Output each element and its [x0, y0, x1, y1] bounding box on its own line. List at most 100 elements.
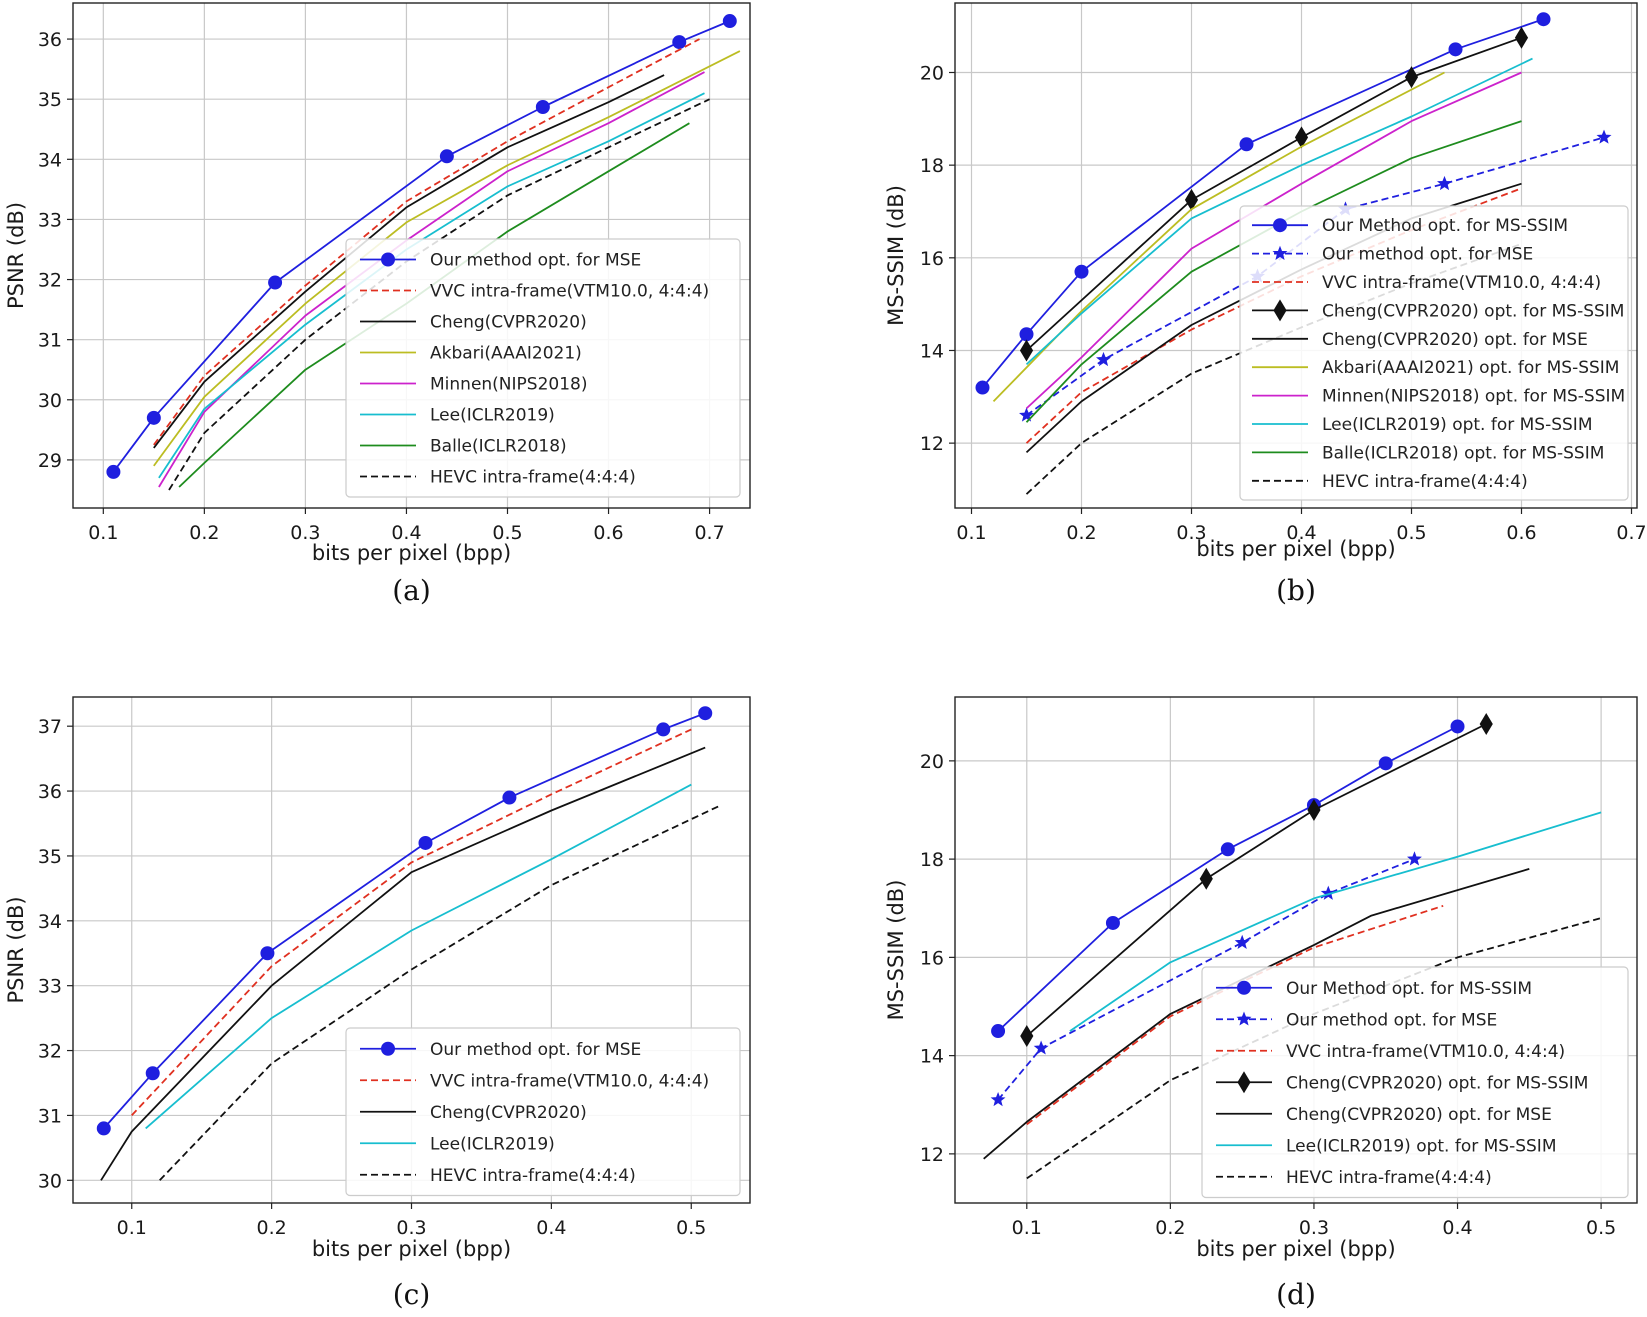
axis-ticks: 0.1 0.2 0.3 0.4 0.5 0.6 0.7 29 30 31 32 33 34 35 36: [38, 29, 725, 544]
x-tick-label: 0.3: [396, 1217, 426, 1239]
data-point-star: [1320, 885, 1336, 900]
x-tick-label: 0.7: [694, 522, 724, 544]
y-tick-label: 12: [920, 1144, 944, 1166]
series-line: [153, 50, 741, 467]
y-tick-label: 12: [920, 433, 944, 455]
legend: Our method opt. for MSE VVC intra-frame(V…: [345, 1027, 741, 1197]
x-tick-label: 0.4: [1286, 522, 1316, 544]
legend-marker-circle: [381, 1041, 395, 1056]
y-tick-label: 32: [38, 1041, 62, 1063]
legend-entry: Akbari(AAAI2021): [430, 344, 582, 364]
y-tick-label: 31: [38, 330, 62, 352]
x-tick-label: 0.3: [290, 522, 320, 544]
legend-entry: Balle(ICLR2018): [430, 437, 567, 457]
legend-marker-diamond: [1237, 1071, 1251, 1094]
data-point-diamond: [1404, 66, 1419, 89]
legend-entry: Cheng(CVPR2020) opt. for MSE: [1286, 1105, 1552, 1125]
data-point-diamond: [1019, 339, 1034, 362]
data-point-circle: [656, 722, 671, 737]
legend-entry: Lee(ICLR2019) opt. for MS-SSIM: [1286, 1136, 1557, 1156]
axis-ticks: 0.1 0.2 0.3 0.4 0.5 30 31 32 33 34 35 36 37: [38, 716, 707, 1239]
legend: Our Method opt. for MS-SSIM Our method op…: [1201, 966, 1629, 1199]
y-tick-label: 20: [920, 62, 944, 84]
x-tick-label: 0.2: [1066, 522, 1096, 544]
legend-entry: Cheng(CVPR2020) opt. for MSE: [1322, 330, 1588, 350]
y-tick-label: 14: [920, 1046, 944, 1068]
series-line: [153, 74, 665, 449]
x-tick-label: 0.5: [676, 1217, 706, 1239]
legend-entry: Cheng(CVPR2020): [430, 313, 587, 333]
series-line: [131, 728, 692, 1117]
y-tick-label: 18: [920, 155, 944, 177]
data-point-circle: [1220, 842, 1235, 857]
data-point-diamond: [1199, 867, 1213, 890]
legend-entry: HEVC intra-frame(4:4:4): [1286, 1168, 1492, 1188]
series-line: [981, 18, 1544, 389]
data-point-circle: [268, 275, 283, 290]
data-point-circle: [991, 1024, 1006, 1039]
legend-entry: HEVC intra-frame(4:4:4): [430, 468, 636, 488]
data-point-diamond: [1020, 1024, 1034, 1047]
chart-panel-1: 0.1 0.2 0.3 0.4 0.5 0.6 0.7 12 14 16 18 20 bits per …: [884, 2, 1647, 607]
x-tick-label: 0.4: [536, 1217, 566, 1239]
series-line: [145, 783, 692, 1130]
data-point-circle: [1239, 137, 1254, 152]
legend-marker-star: [1272, 245, 1288, 260]
x-tick-label: 0.2: [1155, 1217, 1185, 1239]
legend-marker-star: [1236, 1011, 1252, 1026]
data-point-circle: [260, 946, 275, 961]
x-tick-label: 0.1: [117, 1217, 147, 1239]
plot-frame: [72, 696, 751, 1204]
legend-entry: VVC intra-frame(VTM10.0, 4:4:4): [1322, 273, 1601, 293]
legend-entry: Cheng(CVPR2020): [430, 1103, 587, 1123]
data-point-star: [1033, 1040, 1049, 1055]
y-tick-label: 29: [38, 450, 62, 472]
y-tick-label: 30: [38, 1170, 62, 1192]
x-tick-label: 0.2: [189, 522, 219, 544]
x-axis-label: bits per pixel (bpp): [1196, 537, 1395, 561]
series-line: [1069, 811, 1602, 1032]
data-point-circle: [1074, 264, 1089, 279]
legend-box: [1201, 966, 1629, 1199]
legend-box: [1239, 205, 1629, 501]
legend-entry: Our Method opt. for MS-SSIM: [1286, 979, 1532, 999]
legend-entry: Lee(ICLR2019) opt. for MS-SSIM: [1322, 415, 1593, 435]
legend-box: [345, 1027, 741, 1197]
y-tick-label: 18: [920, 849, 944, 871]
data-point-diamond: [1514, 26, 1529, 49]
y-axis-label: MS-SSIM (dB): [884, 185, 908, 326]
y-axis-label: PSNR (dB): [4, 896, 28, 1003]
data-point-star: [1096, 351, 1111, 367]
data-point-circle: [439, 149, 454, 164]
plot-frame: [954, 696, 1638, 1204]
y-tick-label: 30: [38, 390, 62, 412]
data-point-circle: [1450, 719, 1465, 734]
y-tick-label: 34: [38, 149, 62, 171]
y-axis-label: MS-SSIM (dB): [884, 880, 908, 1021]
data-point-circle: [502, 790, 517, 805]
legend-entry: Lee(ICLR2019): [430, 1134, 555, 1154]
legend-marker-circle: [381, 252, 395, 267]
y-tick-label: 34: [38, 911, 62, 933]
axis-ticks: 0.1 0.2 0.3 0.4 0.5 12 14 16 18 20: [920, 751, 1616, 1239]
plot-frame: [72, 2, 751, 509]
y-tick-label: 35: [38, 89, 62, 111]
data-point-star: [1596, 129, 1612, 144]
data-point-circle: [672, 35, 687, 50]
x-tick-label: 0.6: [593, 522, 623, 544]
x-tick-label: 0.5: [1396, 522, 1426, 544]
data-point-diamond: [1307, 799, 1321, 821]
legend-marker-diamond: [1273, 299, 1287, 322]
legend-entry: VVC intra-frame(VTM10.0, 4:4:4): [430, 282, 709, 302]
y-tick-label: 31: [38, 1105, 62, 1127]
y-tick-label: 36: [38, 781, 62, 803]
y-tick-label: 16: [920, 947, 944, 969]
x-axis-label: bits per pixel (bpp): [312, 1237, 511, 1261]
data-point-circle: [1019, 327, 1034, 342]
y-tick-label: 32: [38, 270, 62, 292]
chart-panel-3: 0.1 0.2 0.3 0.4 0.5 12 14 16 18 20 bits per pixel …: [884, 696, 1638, 1311]
legend-entry: Balle(ICLR2018) opt. for MS-SSIM: [1322, 443, 1604, 463]
chart-panel-2: 0.1 0.2 0.3 0.4 0.5 30 31 32 33 34 35 36 37 bits per …: [4, 696, 751, 1311]
legend-marker-circle: [1237, 980, 1251, 995]
